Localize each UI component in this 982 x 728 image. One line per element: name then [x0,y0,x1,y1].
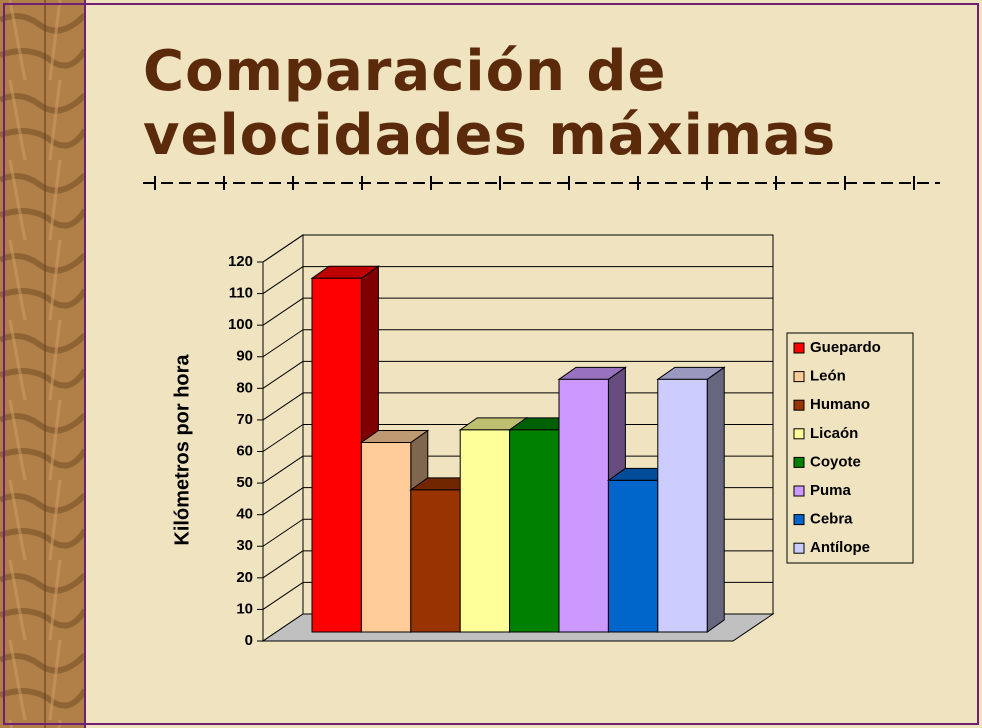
legend-swatch [793,514,805,526]
grid-line [262,487,304,516]
legend-label: Antílope [810,539,870,556]
grid-line [262,392,304,421]
grid-line [262,550,304,579]
slide-title: Comparación de velocidades máximas [143,39,837,168]
side-strip [0,0,85,728]
bar [459,429,511,633]
grid-line [262,518,304,547]
grid-line [262,297,304,326]
y-tick-label: 30 [236,537,253,554]
y-tick-label: 0 [245,632,253,649]
legend-label: Coyote [810,453,861,470]
bar [410,489,461,633]
grid-line [262,329,304,358]
slide-border [3,3,979,725]
y-tick-label: 80 [236,379,253,396]
legend-label: Cebra [810,511,853,528]
y-tick-label: 90 [236,348,253,365]
legend-label: Humano [810,396,870,413]
y-tick-label: 40 [236,506,253,523]
legend-label: Guepardo [810,339,881,356]
grid-line [262,424,304,452]
y-tick-label: 10 [236,600,253,617]
legend-swatch [793,542,805,554]
y-axis-label: Kilómetros por hora [171,354,193,546]
grid-line [262,234,304,263]
legend-swatch [793,371,805,383]
y-tick-label: 70 [236,411,253,428]
legend-swatch [793,428,805,440]
bar [311,277,362,633]
grid-line [262,360,304,389]
legend-label: Licaón [810,425,858,442]
y-tick-label: 110 [229,285,253,302]
bar [607,479,659,633]
y-tick-label: 60 [236,442,253,459]
y-tick-label: 120 [228,253,253,270]
y-tick-label: 100 [228,316,253,333]
bar [360,442,412,633]
grid-line [262,455,304,484]
legend-swatch [793,342,805,354]
legend-swatch [793,456,805,468]
legend-swatch [793,485,805,497]
grid-line [262,582,304,610]
legend-label: León [810,368,846,385]
bar [509,429,560,633]
bar [657,378,708,633]
title-rule [143,176,940,190]
legend-label: Puma [810,482,852,499]
bar [558,378,609,633]
bar-side [706,366,725,633]
y-tick-label: 20 [236,569,253,586]
legend-box [786,332,914,564]
y-tick-label: 50 [236,474,253,491]
legend-swatch [793,399,805,411]
grid-line [262,266,304,294]
